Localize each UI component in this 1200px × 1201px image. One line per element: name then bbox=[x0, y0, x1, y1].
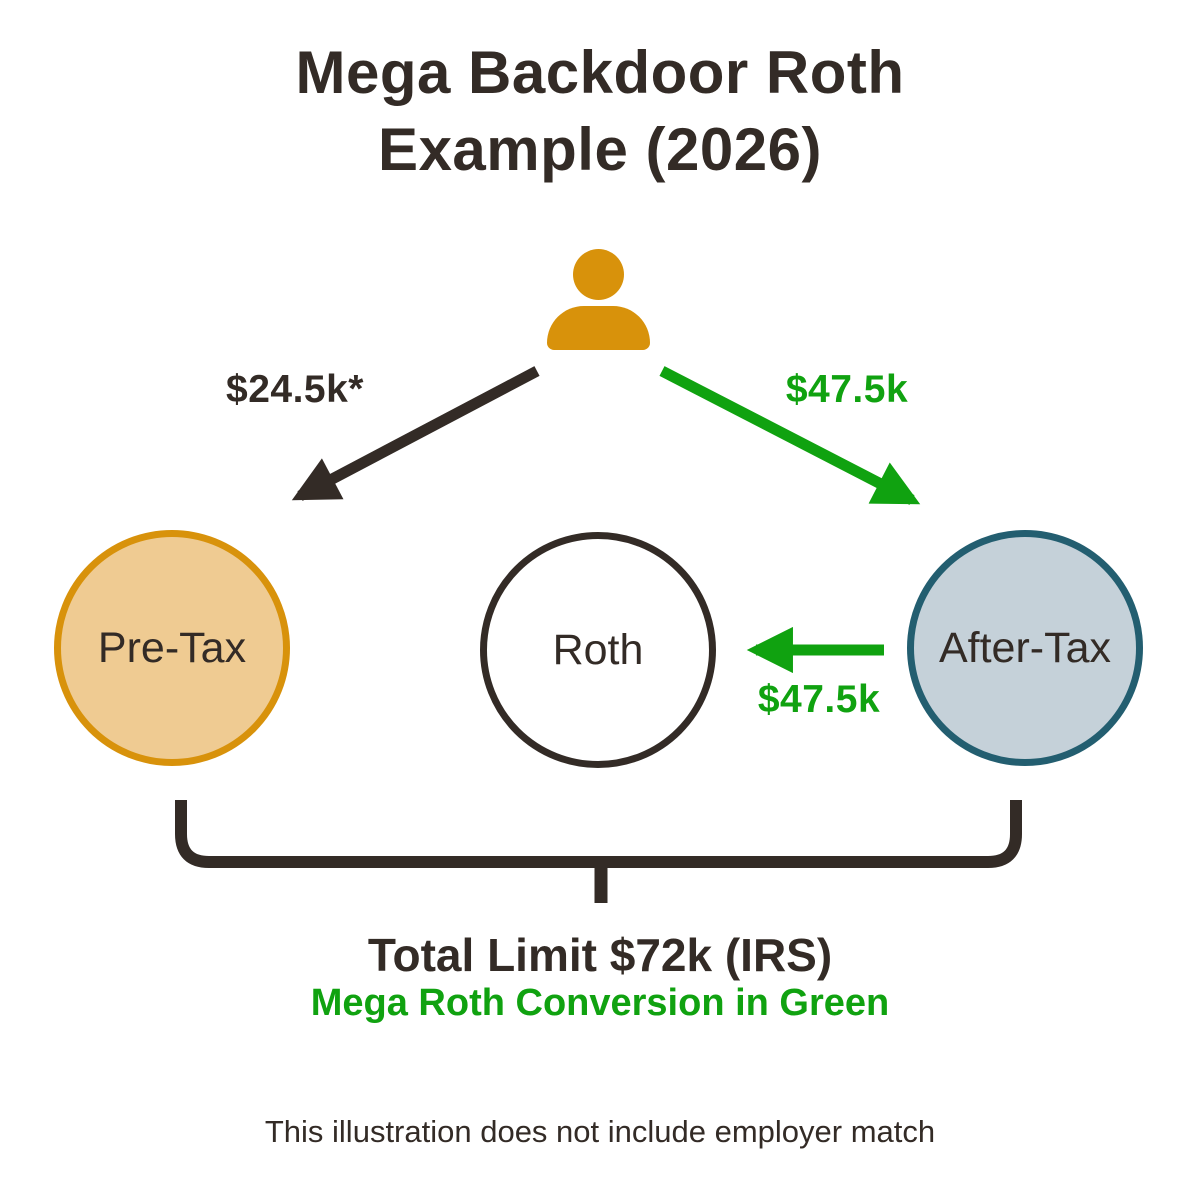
pretax-contribution-arrow bbox=[291, 366, 540, 501]
conversion-note-text: Mega Roth Conversion in Green bbox=[310, 982, 890, 1024]
person-head-shape bbox=[573, 249, 624, 300]
person-torso-shape bbox=[547, 306, 650, 350]
pretax-node: Pre-Tax bbox=[54, 530, 290, 766]
total-limit-text: Total Limit $72k (IRS) bbox=[367, 929, 833, 981]
aftertax-node: After-Tax bbox=[907, 530, 1143, 766]
disclaimer-text: This illustration does not include emplo… bbox=[264, 1114, 936, 1149]
pretax-node-label: Pre-Tax bbox=[97, 623, 247, 672]
pretax-amount-label: $24.5k* bbox=[226, 368, 364, 411]
title-line-1: Mega Backdoor Roth bbox=[295, 39, 905, 106]
aftertax-node-label: After-Tax bbox=[938, 623, 1112, 672]
conversion-amount-label: $47.5k bbox=[757, 678, 881, 721]
roth-node: Roth bbox=[480, 532, 716, 768]
roth-node-label: Roth bbox=[552, 625, 644, 674]
aftertax-contribution-arrow bbox=[659, 366, 921, 505]
aftertax-amount-label: $47.5k bbox=[785, 368, 909, 411]
title-line-2: Example (2026) bbox=[378, 116, 822, 183]
total-limit-bracket bbox=[175, 800, 1022, 868]
page-title: Mega Backdoor Roth Example (2026) bbox=[0, 34, 1200, 188]
